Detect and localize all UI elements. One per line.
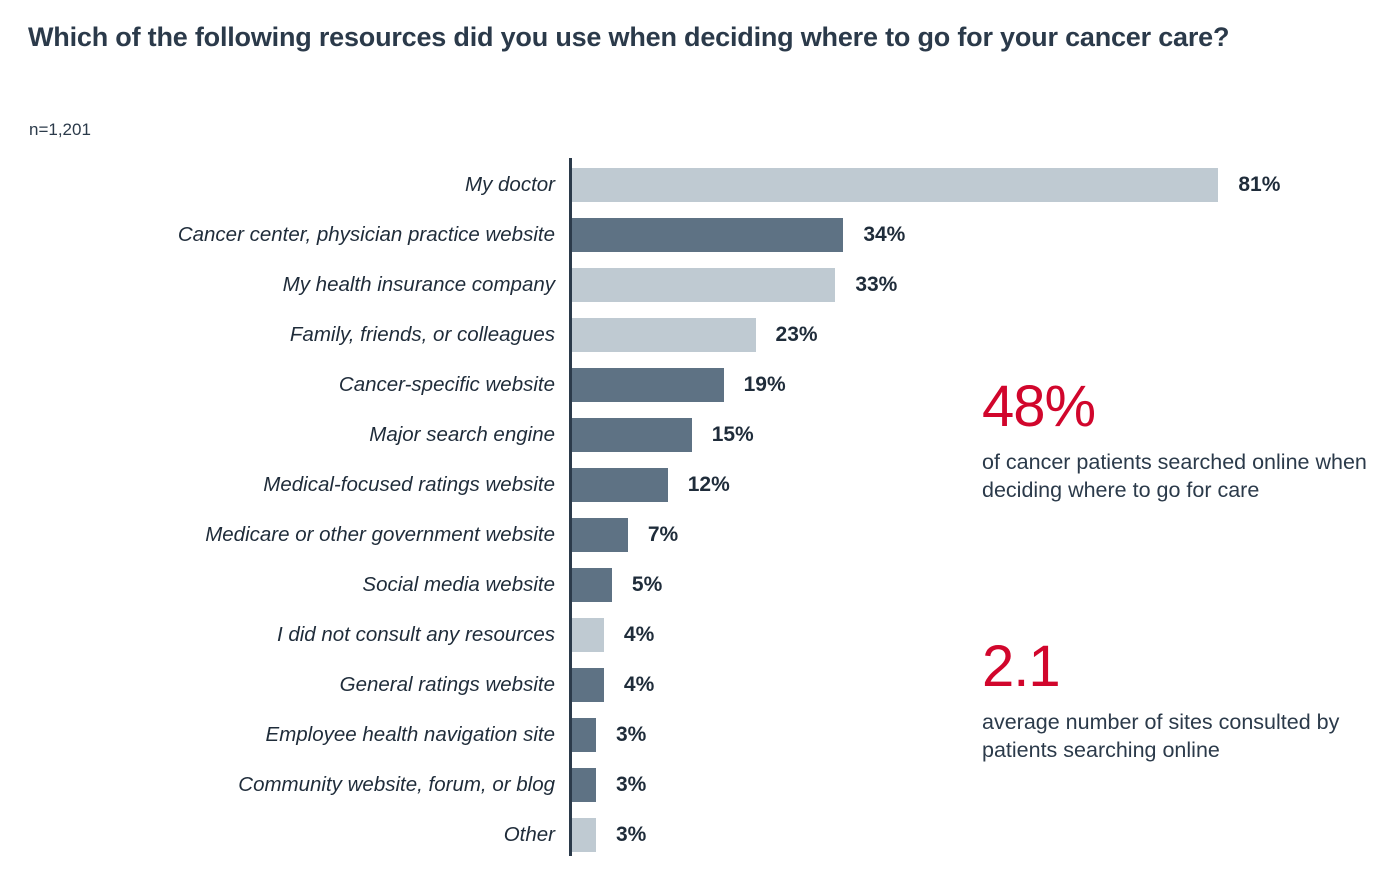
sample-size-label: n=1,201 (29, 120, 91, 139)
page-title: Which of the following resources did you… (28, 22, 1230, 52)
bar (572, 818, 596, 852)
category-label: General ratings website (339, 673, 555, 696)
bar-value-label: 3% (615, 723, 647, 746)
bar (572, 768, 596, 802)
bar-value-label: 4% (623, 673, 655, 696)
bar (572, 718, 596, 752)
bar (572, 468, 668, 502)
bar (572, 518, 628, 552)
category-label: My doctor (465, 173, 555, 196)
category-label: Social media website (362, 573, 555, 596)
category-label: Medicare or other government website (205, 523, 555, 546)
category-label: I did not consult any resources (276, 623, 555, 646)
bar-value-label: 23% (775, 323, 818, 346)
category-label: My health insurance company (282, 273, 555, 296)
callout-average-sites: 2.1 average number of sites consulted by… (982, 638, 1377, 765)
category-label: Cancer center, physician practice websit… (177, 223, 555, 246)
bar-value-label: 19% (743, 373, 786, 396)
bar-value-label: 12% (687, 473, 730, 496)
bar-value-label: 3% (615, 823, 647, 846)
bar-value-label: 33% (855, 273, 898, 296)
callout-description: average number of sites consulted by pat… (982, 710, 1340, 763)
category-label: Community website, forum, or blog (238, 773, 555, 796)
bar-value-label: 7% (647, 523, 679, 546)
callout-search-online: 48% of cancer patients searched online w… (982, 378, 1377, 505)
callout-stat: 48% (982, 374, 1096, 439)
bar-value-label: 81% (1238, 173, 1281, 196)
bar (572, 218, 844, 252)
bar (572, 268, 836, 302)
bar (572, 318, 756, 352)
bar (572, 668, 604, 702)
category-label: Other (503, 823, 555, 846)
bar-value-label: 15% (711, 423, 754, 446)
category-label: Medical-focused ratings website (263, 473, 555, 496)
value-axis-line (569, 158, 572, 856)
category-label: Major search engine (369, 423, 555, 446)
bar (572, 368, 724, 402)
callout-stat: 2.1 (982, 634, 1061, 699)
category-label: Cancer-specific website (338, 373, 555, 396)
category-label: Family, friends, or colleagues (289, 323, 555, 346)
bar (572, 168, 1219, 202)
bar-value-label: 34% (863, 223, 906, 246)
category-label: Employee health navigation site (265, 723, 555, 746)
bar (572, 618, 604, 652)
callout-description: of cancer patients searched online when … (982, 450, 1367, 503)
bar (572, 568, 612, 602)
bar (572, 418, 692, 452)
bar-value-label: 4% (623, 623, 655, 646)
bar-value-label: 3% (615, 773, 647, 796)
bar-value-label: 5% (631, 573, 663, 596)
